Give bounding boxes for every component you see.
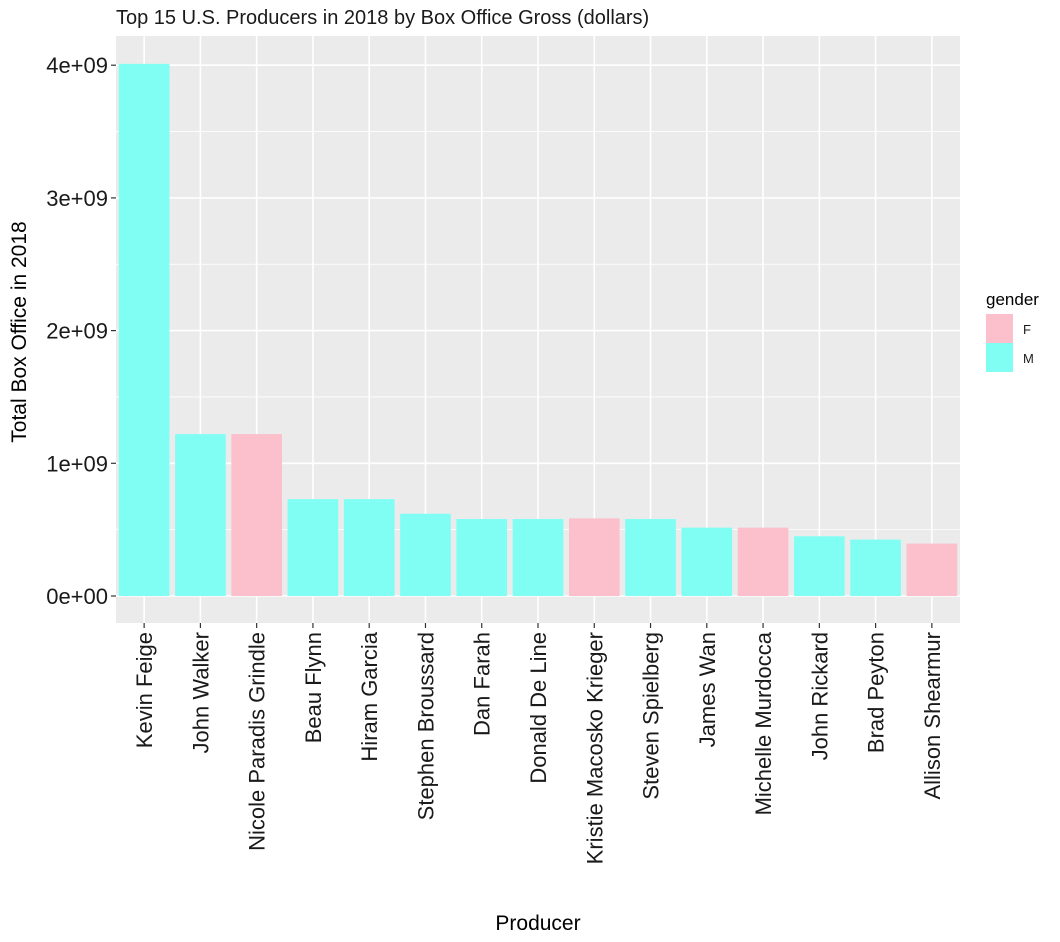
bar bbox=[794, 536, 845, 596]
y-tick-label: 1e+09 bbox=[46, 451, 108, 476]
x-tick-label: Hiram Garcia bbox=[357, 631, 382, 761]
y-tick-label: 4e+09 bbox=[46, 53, 108, 78]
bar bbox=[568, 518, 620, 596]
legend-key-female bbox=[986, 314, 1013, 343]
y-tick-label: 2e+09 bbox=[46, 319, 108, 344]
legend-label-female: F bbox=[1023, 322, 1031, 337]
bar bbox=[287, 499, 339, 596]
x-axis-ticks: Kevin Feige John Walker Nicole Paradis Gri… bbox=[132, 623, 945, 864]
bar bbox=[400, 513, 451, 596]
x-tick-label: Beau Flynn bbox=[301, 632, 326, 743]
bar bbox=[231, 434, 282, 596]
x-tick-label: Allison Shearmur bbox=[920, 632, 945, 800]
x-tick-label: Steven Spielberg bbox=[639, 632, 664, 800]
x-tick-label: Dan Farah bbox=[470, 632, 495, 736]
x-tick-label: James Wan bbox=[695, 632, 720, 747]
legend-key-male bbox=[986, 343, 1013, 372]
bar bbox=[681, 527, 733, 596]
bar bbox=[456, 519, 508, 596]
x-tick-label: Brad Peyton bbox=[864, 632, 889, 753]
x-tick-label: John Rickard bbox=[807, 632, 832, 760]
bar bbox=[512, 519, 564, 596]
bars bbox=[118, 63, 958, 597]
x-tick-label: John Walker bbox=[188, 632, 213, 753]
x-tick-label: Kristie Macosko Krieger bbox=[582, 632, 607, 864]
x-tick-label: Stephen Broussard bbox=[413, 632, 438, 820]
y-tick-label: 0e+00 bbox=[46, 584, 108, 609]
legend: gender F M bbox=[986, 290, 1039, 372]
x-tick-label: Kevin Feige bbox=[132, 632, 157, 748]
bar bbox=[343, 499, 395, 596]
bar bbox=[175, 434, 226, 596]
chart-title: Top 15 U.S. Producers in 2018 by Box Off… bbox=[116, 7, 649, 29]
x-tick-label: Donald De Line bbox=[526, 632, 551, 784]
y-axis-title: Total Box Office in 2018 bbox=[8, 221, 31, 442]
bar bbox=[906, 543, 958, 596]
bar bbox=[625, 519, 676, 596]
x-tick-label: Nicole Paradis Grindle bbox=[245, 632, 270, 851]
x-axis-title: Producer bbox=[495, 912, 580, 935]
legend-title: gender bbox=[986, 290, 1039, 309]
legend-label-male: M bbox=[1023, 351, 1034, 366]
bar bbox=[737, 527, 789, 596]
x-tick-label: Michelle Murdocca bbox=[751, 631, 776, 815]
y-axis-ticks: 0e+00 1e+09 2e+09 3e+09 4e+09 bbox=[46, 53, 116, 609]
bar bbox=[850, 539, 901, 596]
y-tick-label: 3e+09 bbox=[46, 186, 108, 211]
bar bbox=[118, 63, 170, 597]
